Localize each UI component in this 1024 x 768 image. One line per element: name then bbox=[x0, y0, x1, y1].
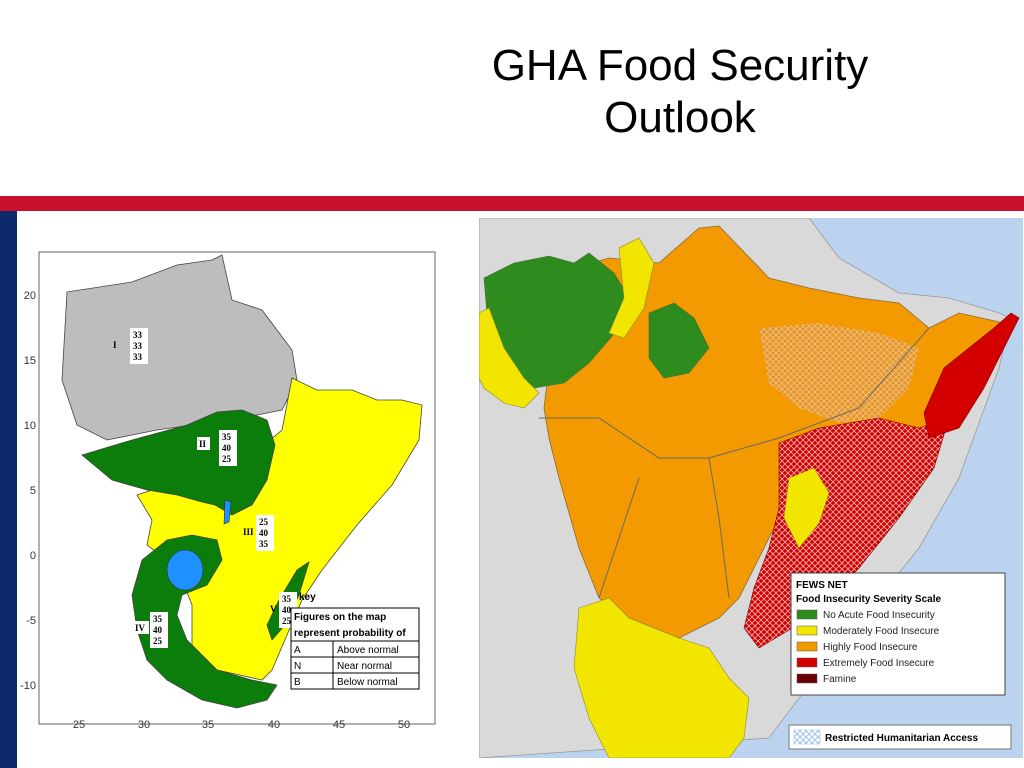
zone-label-iii: III 25 40 35 bbox=[243, 515, 274, 551]
blue-side-bar bbox=[0, 211, 17, 768]
svg-text:35: 35 bbox=[222, 432, 232, 442]
svg-text:40: 40 bbox=[282, 605, 292, 615]
x-tick-label: 45 bbox=[333, 719, 345, 731]
legend-title-line-1: FEWS NET bbox=[796, 580, 848, 591]
y-tick-label: 20 bbox=[24, 290, 36, 302]
slide-title-line-1: GHA Food Security bbox=[491, 41, 869, 90]
zone-label-iv: IV 35 40 25 bbox=[133, 612, 168, 648]
legend-item-label: Famine bbox=[823, 674, 857, 685]
moderately-insecure-area-south bbox=[573, 597, 750, 758]
legend-item-label: Extremely Food Insecure bbox=[823, 658, 935, 669]
legend-item-label: Moderately Food Insecure bbox=[823, 626, 940, 637]
legend-title-line-2: Food Insecurity Severity Scale bbox=[796, 594, 941, 605]
svg-text:33: 33 bbox=[133, 341, 143, 351]
key-label: key bbox=[299, 592, 316, 603]
moderately-insecure-area-northwest bbox=[479, 307, 540, 409]
fews-net-legend: FEWS NET Food Insecurity Severity Scale … bbox=[790, 572, 1006, 696]
no-acute-insecurity-area-east bbox=[648, 302, 710, 379]
zone-label-i: I 33 33 33 bbox=[113, 328, 148, 364]
y-tick-label: 10 bbox=[24, 420, 36, 432]
y-tick-label: -5 bbox=[26, 615, 36, 627]
restricted-access-legend: Restricted Humanitarian Access bbox=[788, 724, 1012, 750]
svg-text:25: 25 bbox=[259, 517, 269, 527]
legend-item-label: No Acute Food Insecurity bbox=[823, 610, 935, 621]
svg-text:I: I bbox=[113, 340, 117, 350]
x-tick-label: 30 bbox=[138, 719, 150, 731]
key-code: N bbox=[294, 661, 301, 672]
y-tick-label: -10 bbox=[20, 680, 36, 692]
svg-text:25: 25 bbox=[222, 454, 232, 464]
svg-text:III: III bbox=[243, 527, 254, 537]
legend-item-label: Highly Food Insecure bbox=[823, 642, 918, 653]
svg-text:35: 35 bbox=[259, 539, 269, 549]
rainfall-forecast-map: 25 30 35 40 45 50 20 15 10 5 0 -5 -10 I … bbox=[17, 240, 442, 735]
forecast-map-frame bbox=[38, 251, 436, 725]
restricted-access-swatch bbox=[793, 729, 821, 745]
legend-swatch bbox=[796, 641, 818, 652]
lake-victoria bbox=[166, 549, 204, 591]
y-axis-ticks: 20 15 10 5 0 -5 -10 bbox=[20, 290, 36, 692]
svg-text:IV: IV bbox=[135, 623, 146, 633]
svg-text:33: 33 bbox=[133, 352, 143, 362]
key-meaning: Below normal bbox=[337, 677, 398, 688]
x-tick-label: 50 bbox=[398, 719, 410, 731]
key-heading-line-1: Figures on the map bbox=[294, 612, 386, 623]
slide-title: GHA Food Security Outlook bbox=[430, 40, 930, 144]
svg-text:25: 25 bbox=[282, 616, 292, 626]
y-tick-label: 0 bbox=[30, 550, 36, 562]
svg-text:33: 33 bbox=[133, 330, 143, 340]
svg-text:40: 40 bbox=[153, 625, 163, 635]
key-heading-line-2: represent probability of bbox=[294, 628, 406, 639]
svg-text:40: 40 bbox=[222, 443, 232, 453]
moderately-insecure-area-north bbox=[608, 237, 655, 339]
y-tick-label: 15 bbox=[24, 355, 36, 367]
svg-text:40: 40 bbox=[259, 528, 269, 538]
y-tick-label: 5 bbox=[30, 485, 36, 497]
legend-swatch bbox=[796, 609, 818, 620]
key-meaning: Near normal bbox=[337, 661, 392, 672]
svg-text:35: 35 bbox=[153, 614, 163, 624]
x-tick-label: 25 bbox=[73, 719, 85, 731]
key-meaning: Above normal bbox=[337, 645, 399, 656]
svg-text:35: 35 bbox=[282, 594, 292, 604]
probability-key: key Figures on the map represent probabi… bbox=[290, 592, 420, 690]
extremely-insecure-coast bbox=[923, 312, 1020, 439]
key-code: B bbox=[294, 677, 301, 688]
fews-net-map: FEWS NET Food Insecurity Severity Scale … bbox=[479, 218, 1023, 758]
moderately-insecure-patch bbox=[783, 467, 830, 549]
svg-text:II: II bbox=[199, 439, 207, 449]
svg-text:V: V bbox=[270, 604, 277, 614]
legend-swatch bbox=[796, 625, 818, 636]
slide-title-line-2: Outlook bbox=[604, 93, 756, 142]
legend-swatch bbox=[796, 673, 818, 684]
restricted-access-highly-insecure bbox=[759, 323, 919, 423]
restricted-access-label: Restricted Humanitarian Access bbox=[825, 733, 978, 744]
key-code: A bbox=[294, 645, 301, 656]
lake-turkana bbox=[223, 499, 232, 525]
zone-label-ii: II 35 40 25 bbox=[197, 430, 237, 466]
svg-text:25: 25 bbox=[153, 636, 163, 646]
red-accent-bar bbox=[0, 196, 1024, 211]
x-axis-ticks: 25 30 35 40 45 50 bbox=[73, 719, 410, 731]
x-tick-label: 35 bbox=[202, 719, 214, 731]
legend-swatch bbox=[796, 657, 818, 668]
x-tick-label: 40 bbox=[268, 719, 280, 731]
